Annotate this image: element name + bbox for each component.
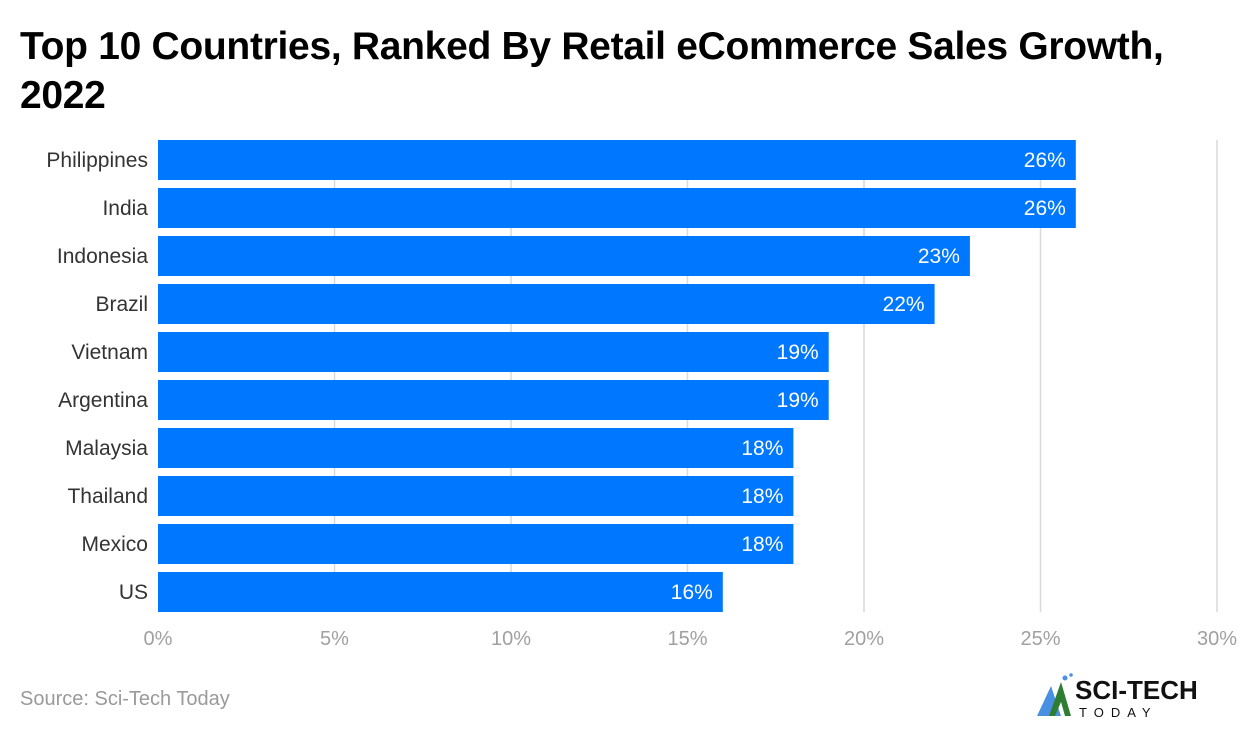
bar bbox=[158, 572, 723, 612]
data-label: 19% bbox=[777, 341, 819, 364]
x-tick-label: 30% bbox=[1197, 628, 1237, 650]
data-label: 19% bbox=[777, 389, 819, 412]
data-label: 18% bbox=[741, 485, 783, 508]
bar bbox=[158, 284, 935, 324]
chart-title: Top 10 Countries, Ranked By Retail eComm… bbox=[20, 25, 1164, 117]
bar bbox=[158, 140, 1076, 180]
data-label: 26% bbox=[1024, 149, 1066, 172]
category-label: Brazil bbox=[95, 293, 148, 316]
x-tick-label: 10% bbox=[491, 628, 531, 650]
bar bbox=[158, 332, 829, 372]
data-label: 18% bbox=[741, 437, 783, 460]
category-label: Thailand bbox=[67, 485, 148, 508]
category-label: Malaysia bbox=[65, 437, 148, 460]
x-tick-label: 20% bbox=[844, 628, 884, 650]
category-label: Vietnam bbox=[71, 341, 148, 364]
bar bbox=[158, 428, 794, 468]
svg-text:TODAY: TODAY bbox=[1079, 705, 1158, 720]
data-label: 26% bbox=[1024, 197, 1066, 220]
source-note: Source: Sci-Tech Today bbox=[20, 688, 230, 710]
bar bbox=[158, 236, 970, 276]
category-label: Argentina bbox=[58, 389, 148, 412]
bar bbox=[158, 524, 794, 564]
data-label: 23% bbox=[918, 245, 960, 268]
data-label: 18% bbox=[741, 533, 783, 556]
bar bbox=[158, 476, 794, 516]
bar bbox=[158, 380, 829, 420]
category-label: Indonesia bbox=[57, 245, 148, 268]
x-tick-label: 15% bbox=[667, 628, 707, 650]
x-tick-label: 25% bbox=[1020, 628, 1060, 650]
x-tick-label: 5% bbox=[320, 628, 349, 650]
category-label: Mexico bbox=[81, 533, 148, 556]
category-label: Philippines bbox=[46, 149, 148, 172]
category-label: US bbox=[119, 581, 148, 604]
category-label: India bbox=[102, 197, 148, 220]
x-tick-label: 0% bbox=[144, 628, 173, 650]
sci-tech-today-logo: SCI-TECH TODAY bbox=[1037, 673, 1198, 720]
data-label: 22% bbox=[883, 293, 925, 316]
svg-text:SCI-TECH: SCI-TECH bbox=[1075, 675, 1198, 705]
bar bbox=[158, 188, 1076, 228]
data-label: 16% bbox=[671, 581, 713, 604]
